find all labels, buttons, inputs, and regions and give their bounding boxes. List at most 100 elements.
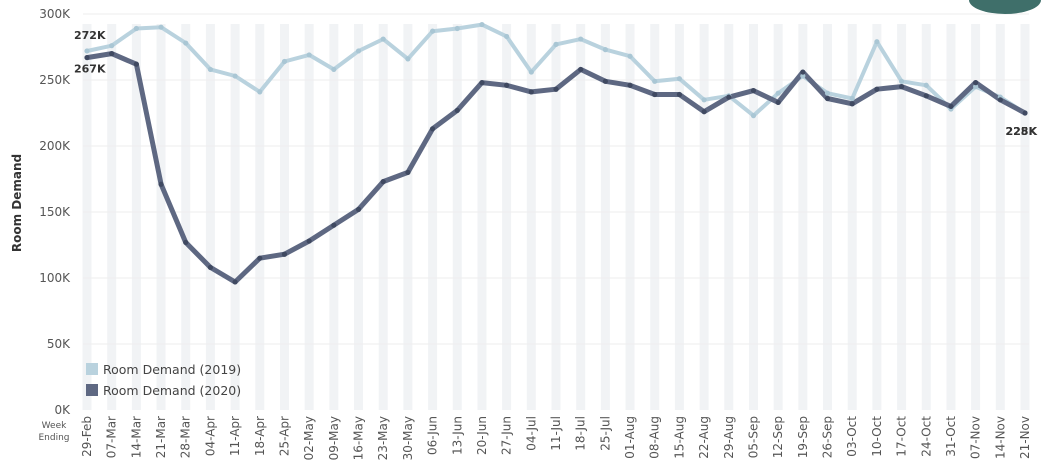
x-tick-label: 11-Jul	[549, 416, 563, 451]
data-point	[874, 39, 880, 45]
data-point	[84, 48, 90, 54]
data-point	[454, 25, 460, 32]
x-tick-label: 28-Mar	[179, 416, 193, 458]
data-point	[948, 103, 954, 109]
x-axis: 29-Feb 07-Mar 14-Mar 21-Mar 28-Mar 04-Apr 11-A…	[80, 416, 1032, 461]
data-point	[479, 80, 485, 86]
data-point	[232, 279, 238, 285]
data-point	[775, 99, 781, 106]
x-tick-label: 08-Aug	[648, 416, 662, 459]
x-tick-label: 25-Jul	[598, 416, 612, 451]
y-tick-label: 300K	[39, 7, 71, 21]
x-tick-label: 16-May	[352, 416, 366, 460]
y-axis-title: Room Demand	[10, 154, 24, 252]
x-tick-label: 02-May	[302, 416, 316, 460]
data-point	[232, 73, 238, 79]
data-label: 228K	[1006, 125, 1038, 138]
data-point	[183, 239, 189, 245]
data-point	[973, 80, 979, 86]
data-point	[183, 40, 189, 46]
data-point	[331, 222, 337, 228]
series-points	[84, 21, 1028, 285]
x-tick-label: 23-May	[376, 416, 390, 460]
data-point	[405, 56, 411, 62]
data-point	[627, 82, 633, 88]
x-tick-label: 29-Aug	[722, 416, 736, 459]
data-point	[676, 91, 683, 98]
y-tick-label: 200K	[39, 139, 71, 153]
x-tick-label: 17-Oct	[895, 416, 909, 457]
data-point	[750, 113, 757, 119]
x-tick-label: 31-Oct	[944, 416, 958, 457]
data-point	[257, 89, 263, 95]
y-tick-label: 50K	[47, 337, 71, 351]
data-point	[281, 58, 288, 65]
data-point	[84, 54, 90, 61]
x-tick-label: 14-Mar	[129, 416, 143, 458]
x-tick-label: 21-Nov	[1018, 416, 1032, 459]
data-point	[973, 84, 979, 90]
x-tick-label: 21-Mar	[154, 416, 168, 458]
data-point	[281, 251, 288, 257]
data-point	[479, 21, 485, 28]
data-point	[602, 47, 608, 53]
x-tick-label: 29-Feb	[80, 416, 94, 457]
x-tick-label: 11-Apr	[228, 416, 242, 456]
x-tick-label: 25-Apr	[277, 416, 291, 456]
data-point	[750, 87, 757, 94]
data-point	[355, 206, 362, 212]
x-tick-label: 03-Oct	[845, 416, 859, 457]
x-tick-label: 20-Jun	[475, 416, 489, 455]
data-label: 225K	[1006, 125, 1038, 138]
data-point	[676, 76, 683, 82]
data-point	[923, 82, 929, 88]
x-tick-label: 24-Oct	[919, 416, 933, 457]
data-label: 272K	[74, 29, 106, 42]
x-tick-label: 04-Jul	[524, 416, 538, 451]
data-point	[652, 78, 658, 84]
x-tick-label: 07-Mar	[105, 416, 119, 458]
data-point	[528, 89, 534, 95]
x-tick-label: 27-Jun	[500, 416, 514, 455]
data-point	[553, 41, 559, 47]
legend-swatch-2020	[86, 384, 98, 396]
data-point	[158, 181, 164, 187]
data-point	[701, 97, 707, 103]
data-point	[405, 169, 411, 175]
data-point	[306, 52, 312, 58]
x-tick-label: 12-Sep	[771, 416, 785, 458]
data-point	[800, 73, 806, 79]
x-tick-label: 10-Oct	[870, 416, 884, 457]
data-point	[824, 90, 831, 96]
data-point	[504, 82, 510, 88]
legend-label-2019: Room Demand (2019)	[103, 362, 241, 377]
data-point	[257, 255, 263, 261]
data-point	[824, 95, 831, 102]
data-point	[898, 78, 905, 84]
x-tick-label: 18-Jul	[574, 416, 588, 451]
data-label: 267K	[74, 63, 106, 76]
data-point	[207, 66, 214, 73]
data-point	[652, 91, 658, 98]
data-point	[429, 28, 436, 34]
y-tick-label: 250K	[39, 73, 71, 87]
data-point	[578, 66, 584, 73]
data-point	[800, 69, 806, 75]
data-point	[923, 93, 929, 99]
data-point	[429, 126, 436, 132]
y-tick-label: 150K	[39, 205, 71, 219]
data-point	[528, 69, 534, 75]
x-tick-label: 19-Sep	[796, 416, 810, 458]
x-tick-label: 22-Aug	[697, 416, 711, 459]
x-tick-label: 13-Jun	[450, 416, 464, 455]
data-point	[133, 25, 139, 32]
x-tick-label: 06-Jun	[426, 416, 440, 455]
data-point	[898, 84, 905, 90]
legend-label-2020: Room Demand (2020)	[103, 383, 241, 398]
data-point	[602, 78, 608, 84]
x-axis-caption-line1: Week	[42, 421, 67, 431]
data-point	[207, 264, 214, 271]
x-tick-label: 09-May	[327, 416, 341, 460]
